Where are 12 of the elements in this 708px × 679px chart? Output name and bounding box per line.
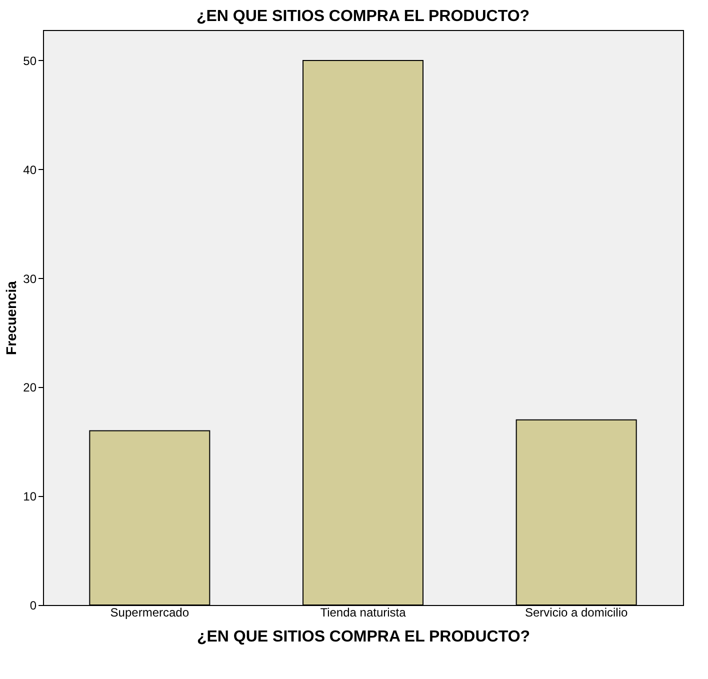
x-axis-title: ¿EN QUE SITIOS COMPRA EL PRODUCTO? (196, 628, 530, 646)
chart-title: ¿EN QUE SITIOS COMPRA EL PRODUCTO? (196, 8, 530, 25)
y-tick-label: 50 (23, 54, 37, 68)
y-tick-label: 30 (23, 272, 37, 286)
y-tick-label: 0 (30, 598, 37, 612)
y-axis-title: Frecuencia (3, 280, 20, 355)
x-tick-label: Servicio a domicilio (524, 606, 628, 620)
y-tick-label: 20 (23, 380, 37, 395)
x-tick-label: Tienda naturista (320, 606, 406, 620)
x-tick-label: Supermercado (110, 606, 190, 620)
y-tick-label: 10 (23, 490, 37, 504)
y-tick-label: 40 (23, 162, 37, 177)
